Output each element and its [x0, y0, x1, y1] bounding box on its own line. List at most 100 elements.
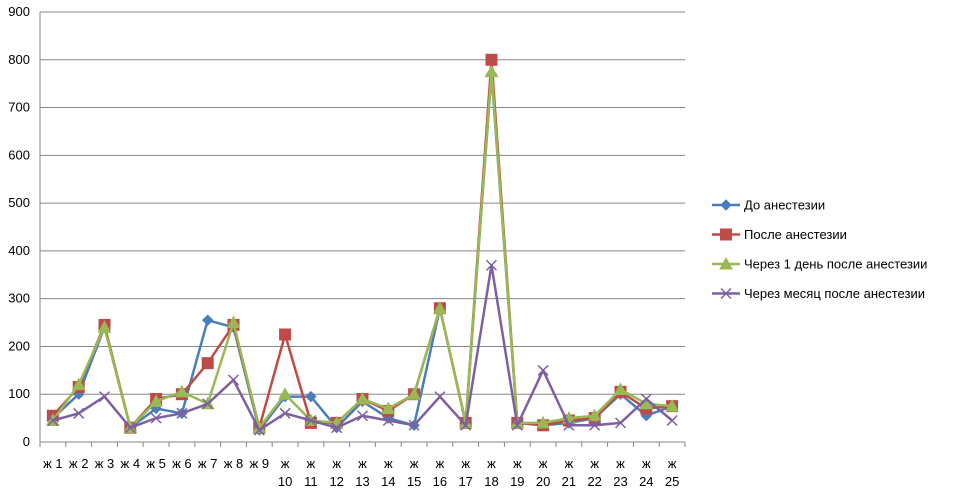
x-tick-label: ж 20 — [536, 456, 550, 489]
legend-swatch-marker — [720, 228, 732, 241]
series-4 — [47, 259, 678, 436]
series-3 — [46, 64, 679, 434]
x-tick-label: ж 25 — [665, 456, 679, 489]
x-tick-label: ж 14 — [381, 456, 395, 489]
x-tick-label: ж 5 — [146, 456, 166, 471]
data-point — [150, 412, 162, 424]
data-point — [47, 414, 59, 427]
legend-swatch-marker — [719, 256, 733, 270]
legend-label: После анестезии — [744, 227, 847, 242]
x-tick-label: ж 19 — [510, 456, 524, 489]
series-2 — [46, 53, 679, 434]
data-point — [485, 53, 498, 66]
data-point — [175, 384, 189, 398]
data-point — [381, 401, 396, 415]
series-lines — [46, 53, 679, 436]
data-point — [202, 398, 214, 410]
data-point — [614, 417, 627, 429]
legend: До анестезии После анестезии Через 1 день … — [712, 198, 927, 301]
y-tick-label: 600 — [8, 147, 30, 162]
data-point — [666, 414, 678, 427]
data-point — [433, 301, 447, 314]
data-point — [563, 419, 575, 431]
data-point — [73, 407, 85, 419]
data-point — [305, 390, 317, 403]
x-tick-label: ж 2 — [69, 456, 89, 471]
data-point — [97, 320, 112, 333]
y-tick-label: 100 — [8, 386, 30, 401]
data-point — [640, 393, 652, 405]
legend-entry: Через 1 день после анестезии — [712, 257, 927, 272]
legend-swatch-marker — [720, 287, 732, 300]
x-tick-label: ж 22 — [587, 456, 601, 489]
data-point — [149, 394, 163, 407]
data-point — [278, 387, 292, 400]
legend-label: Через месяц после анестезии — [744, 286, 925, 301]
data-point — [484, 64, 499, 78]
y-tick-label: 200 — [8, 338, 30, 353]
data-point — [71, 377, 86, 391]
data-point — [460, 419, 472, 431]
data-point — [305, 414, 317, 427]
x-tick-label: ж 9 — [250, 456, 270, 471]
data-point — [279, 328, 292, 341]
data-point — [98, 391, 111, 403]
x-tick-label: ж 4 — [121, 456, 141, 471]
x-tick-label: ж 1 — [43, 456, 63, 471]
x-tick-label: ж 24 — [639, 456, 653, 489]
data-point — [485, 259, 498, 271]
x-tick-label: ж 6 — [172, 456, 192, 471]
data-point — [201, 357, 214, 370]
legend-entry: После анестезии — [712, 227, 847, 242]
series-1 — [47, 68, 678, 436]
x-tick-label: ж 16 — [433, 456, 447, 489]
data-point — [253, 424, 265, 436]
y-tick-label: 300 — [8, 291, 30, 306]
data-point — [613, 382, 628, 395]
data-point — [176, 407, 188, 419]
legend-swatch-marker — [720, 199, 732, 211]
series-line — [51, 70, 673, 429]
data-point — [201, 314, 214, 326]
x-tick-label: ж 11 — [304, 456, 318, 489]
legend-label: До анестезии — [744, 198, 825, 213]
data-point — [407, 387, 421, 400]
x-tick-label: ж 8 — [224, 456, 244, 471]
data-point — [665, 399, 679, 412]
x-tick-label: ж 12 — [329, 456, 343, 489]
y-tick-label: 900 — [8, 4, 30, 19]
x-tick-label: ж 23 — [613, 456, 627, 489]
series-line — [52, 72, 673, 432]
y-tick-label: 500 — [8, 195, 30, 210]
x-tick-label: ж 3 — [95, 456, 115, 471]
y-tick-label: 400 — [8, 243, 30, 258]
data-point — [356, 410, 369, 422]
x-tick-label: ж 13 — [355, 456, 369, 489]
x-tick-label: ж 10 — [278, 456, 292, 489]
x-tick-label: ж 21 — [562, 456, 576, 489]
data-point — [355, 391, 370, 405]
data-point — [434, 391, 446, 403]
legend-entry: До анестезии — [712, 198, 825, 213]
legend-label: Через 1 день после анестезии — [744, 257, 927, 272]
x-tick-label: ж 17 — [458, 456, 472, 489]
y-tick-label: 800 — [8, 52, 30, 67]
data-point — [382, 414, 394, 427]
x-axis: ж 1 ж 2 ж 3 ж 4 ж 5 ж 6 ж 7 ж 8 ж 9 ж 10 ж 11 ж 12 ж 13 ж… — [39, 442, 686, 489]
y-tick-label: 0 — [23, 434, 30, 449]
series-line — [51, 58, 673, 429]
data-point — [279, 407, 291, 419]
data-point — [511, 419, 523, 431]
data-point — [536, 415, 550, 429]
data-point — [589, 419, 601, 431]
legend-entry: Через месяц после анестезии — [712, 286, 925, 301]
data-point — [408, 419, 420, 431]
x-tick-label: ж 15 — [407, 456, 421, 489]
data-point — [331, 422, 343, 434]
y-axis: 0 100 200 300 400 500 600 700 800 900 — [8, 4, 41, 449]
data-point — [227, 374, 240, 386]
data-point — [124, 422, 136, 434]
gridlines — [40, 11, 685, 443]
y-tick-label: 700 — [8, 100, 30, 115]
